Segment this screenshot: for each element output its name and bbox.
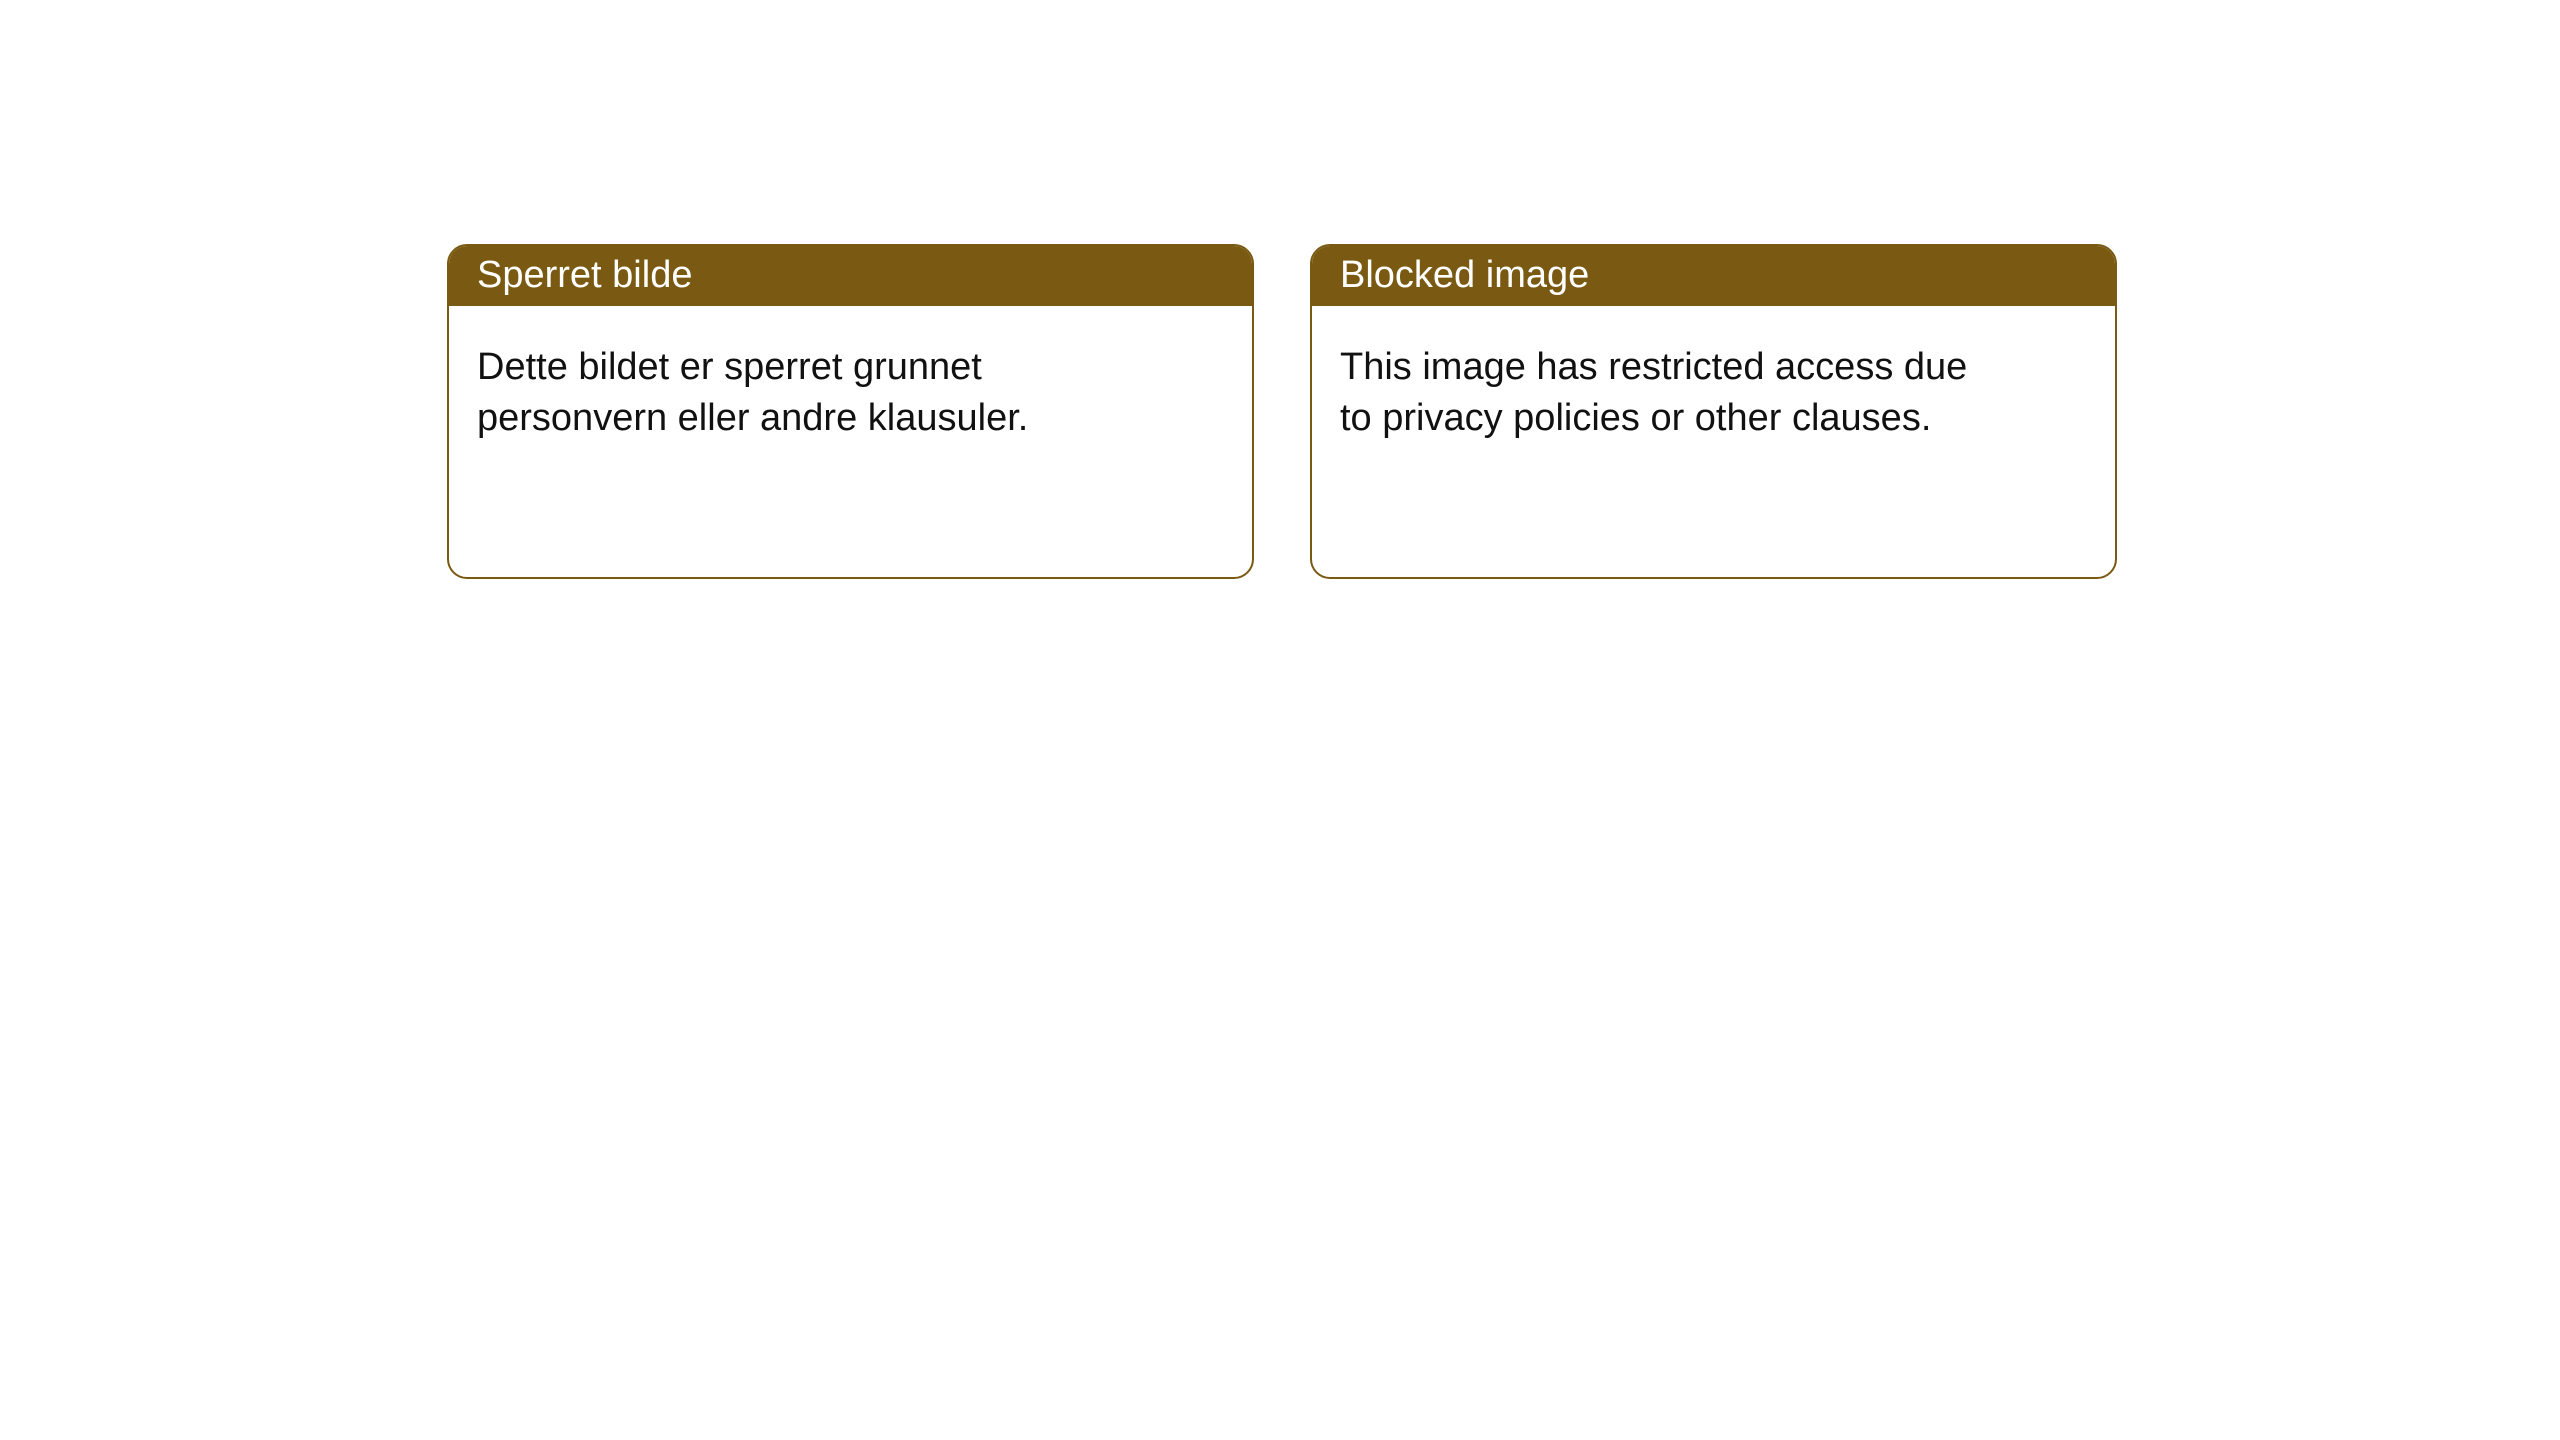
notice-card-title: Sperret bilde [449,246,1252,306]
notice-card-title: Blocked image [1312,246,2115,306]
notice-card-en: Blocked image This image has restricted … [1310,244,2117,579]
notice-card-body: This image has restricted access due to … [1312,306,2032,577]
notice-cards-row: Sperret bilde Dette bildet er sperret gr… [0,0,2560,579]
notice-card-no: Sperret bilde Dette bildet er sperret gr… [447,244,1254,579]
notice-card-body: Dette bildet er sperret grunnet personve… [449,306,1169,577]
